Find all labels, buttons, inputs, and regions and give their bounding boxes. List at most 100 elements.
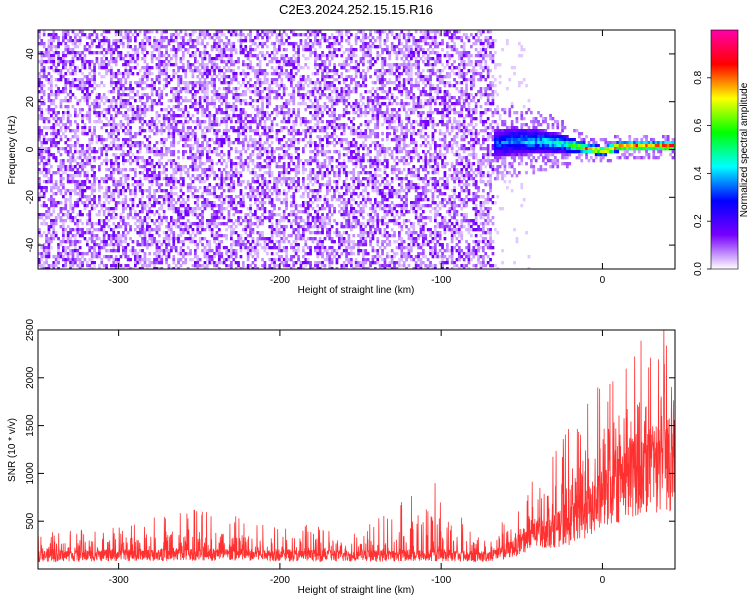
heatmap-cell-3564	[232, 126, 235, 129]
heatmap-cell-1220	[105, 138, 108, 141]
heatmap-cell-3292	[218, 129, 221, 132]
heatmap-cell-2428	[172, 63, 175, 66]
heatmap-cell-1165	[103, 42, 106, 45]
heatmap-cell-4946	[312, 189, 315, 192]
heatmap-cell-66	[40, 129, 43, 132]
heatmap-cell-3286	[218, 96, 221, 99]
heatmap-cell-472	[62, 228, 65, 231]
heatmap-cell-2249	[160, 249, 163, 252]
heatmap-cell-124	[43, 201, 46, 204]
heatmap-cell-1769	[134, 258, 137, 261]
heatmap-cell-1593	[124, 180, 127, 183]
heatmap-cell-4373	[278, 192, 281, 195]
heatmap-cell-2096	[153, 174, 156, 177]
heatmap-cell-4248	[271, 204, 274, 207]
heatmap-cell-2682	[184, 237, 187, 240]
heatmap-cell-4655	[295, 123, 298, 126]
heatmap-cell-2664	[184, 108, 187, 111]
heatmap-cell-2616	[182, 87, 185, 90]
heatmap-cell-4801	[302, 255, 305, 258]
heatmap-cell-3741	[242, 195, 245, 198]
heatmap-cell-2590	[180, 204, 183, 207]
heatmap-cell-1315	[110, 174, 113, 177]
heatmap-cell-1352	[112, 132, 115, 135]
heatmap-cell-4575	[290, 153, 293, 156]
heatmap-cell-4472	[283, 246, 286, 249]
heatmap-cell-2302	[165, 72, 168, 75]
heatmap-cell-904	[86, 174, 89, 177]
heatmap-cell-59	[40, 90, 43, 93]
heatmap-cell-1909	[144, 69, 147, 72]
heatmap-cell-1113	[98, 195, 101, 198]
heatmap-cell-1181	[103, 147, 106, 150]
heatmap-cell-3202	[213, 150, 216, 153]
heatmap-cell-341	[55, 144, 58, 147]
heatmap-cell-4676	[295, 234, 298, 237]
heatmap-cell-2373	[168, 243, 171, 246]
heatmap-cell-932	[88, 93, 91, 96]
heatmap-cell-2691	[187, 60, 190, 63]
heatmap-cell-3773	[244, 138, 247, 141]
heatmap-cell-4169	[266, 192, 269, 195]
heatmap-cell-2073	[151, 243, 154, 246]
heatmap-cell-4788	[302, 192, 305, 195]
heatmap-cell-1448	[117, 123, 120, 126]
heatmap-cell-2698	[187, 99, 190, 102]
heatmap-cell-2812	[194, 39, 197, 42]
heatmap-cell-2282	[163, 195, 166, 198]
heatmap-cell-4783	[302, 168, 305, 171]
heatmap-cell-223	[48, 255, 51, 258]
heatmap-cell-2843	[194, 189, 197, 192]
heatmap-cell-4130	[264, 243, 267, 246]
heatmap-cell-2071	[151, 237, 154, 240]
heatmap-cell-3359	[220, 222, 223, 225]
heatmap-cell-3125	[208, 240, 211, 243]
heatmap-cell-4640	[292, 255, 295, 258]
heatmap-cell-1243	[105, 255, 108, 258]
heatmap-cell-3342	[220, 150, 223, 153]
heatmap-cell-3161	[211, 201, 214, 204]
heatmap-cell-1005	[91, 255, 94, 258]
heatmap-cell-2156	[156, 255, 159, 258]
heatmap-cell-2834	[194, 141, 197, 144]
heatmap-cell-2881	[196, 168, 199, 171]
heatmap-cell-879	[84, 258, 87, 261]
heatmap-cell-832	[81, 201, 84, 204]
heatmap-cell-4497	[285, 168, 288, 171]
heatmap-cell-3790	[247, 51, 250, 54]
heatmap-cell-381	[57, 147, 60, 150]
heatmap-cell-1545	[122, 174, 125, 177]
heatmap-cell-4724	[297, 234, 300, 237]
heatmap-cell-902	[86, 162, 89, 165]
heatmap-cell-3358	[220, 216, 223, 219]
heatmap-cell-4573	[290, 141, 293, 144]
heatmap-cell-3062	[206, 114, 209, 117]
heatmap-cell-3268	[216, 252, 219, 255]
heatmap-cell-3608	[235, 162, 238, 165]
heatmap-cell-2885	[196, 195, 199, 198]
heatmap-cell-4244	[271, 186, 274, 189]
heatmap-cell-4904	[309, 171, 312, 174]
heatmap-cell-3857	[249, 189, 252, 192]
heatmap-cell-3344	[220, 162, 223, 165]
heatmap-cell-2855	[194, 255, 197, 258]
heatmap-cell-4331	[276, 195, 279, 198]
heatmap-cell-886	[86, 81, 89, 84]
heatmap-cell-4042	[259, 216, 262, 219]
heatmap-cell-2867	[196, 90, 199, 93]
heatmap-cell-3991	[256, 192, 259, 195]
heatmap-cell-2643	[182, 231, 185, 234]
heatmap-cell-4548	[288, 213, 291, 216]
heatmap-cell-160	[45, 204, 48, 207]
heatmap-cell-2353	[168, 132, 171, 135]
heatmap-cell-4436	[283, 87, 286, 90]
heatmap-cell-217	[48, 237, 51, 240]
heatmap-cell-810	[81, 96, 84, 99]
heatmap-cell-2347	[168, 111, 171, 114]
heatmap-cell-3252	[216, 162, 219, 165]
heatmap-cell-4517	[285, 264, 288, 267]
heatmap-cell-2377	[168, 264, 171, 267]
heatmap-cell-4571	[290, 132, 293, 135]
heatmap-cell-3060	[206, 105, 209, 108]
heatmap-cell-1724	[132, 201, 135, 204]
